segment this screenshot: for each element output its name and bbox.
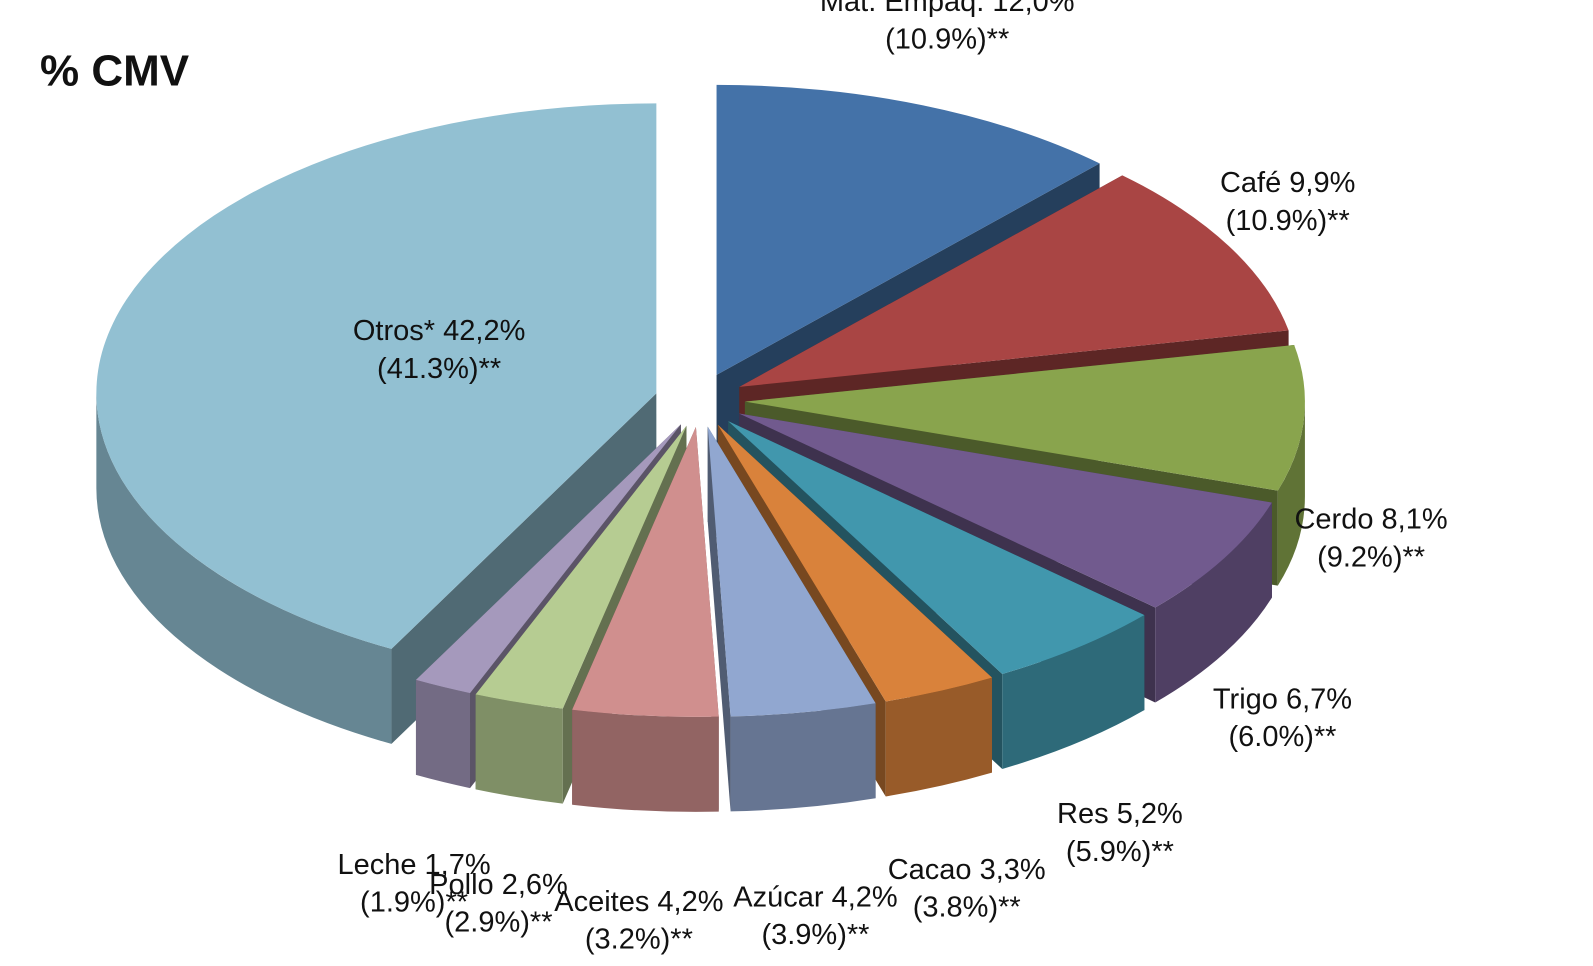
- value-label: 4,2%: [657, 885, 723, 917]
- slice-wall: [1277, 401, 1305, 586]
- data-label: Leche 1,7%: [337, 848, 490, 880]
- category-label: Cacao: [888, 854, 972, 886]
- slice-wall: [1155, 502, 1272, 703]
- category-label: Aceites: [554, 885, 649, 917]
- category-label: Res: [1057, 798, 1109, 830]
- category-label: Leche: [337, 848, 416, 880]
- category-label: Café: [1220, 167, 1281, 199]
- chart-title: % CMV: [40, 47, 190, 96]
- data-label: Aceites 4,2%: [554, 885, 723, 917]
- slice-wall: [96, 393, 392, 744]
- data-label: Pollo 2,6%: [429, 868, 568, 900]
- slice-wall: [475, 694, 563, 804]
- slice-top: [707, 426, 876, 717]
- slice-top: [738, 413, 1272, 608]
- slice-top: [415, 424, 681, 694]
- secondary-value-label: (6.0%)**: [1228, 721, 1336, 753]
- pie-slice: [707, 426, 876, 812]
- secondary-value-label: (41.3%)**: [377, 353, 501, 385]
- value-label: 5,2%: [1117, 798, 1183, 830]
- secondary-value-label: (5.9%)**: [1066, 836, 1174, 868]
- category-label: Azúcar: [733, 881, 824, 913]
- data-label: Trigo 6,7%: [1213, 683, 1352, 715]
- slice-top: [744, 345, 1305, 491]
- value-label: 2,6%: [502, 868, 568, 900]
- slice-wall: [1002, 615, 1145, 769]
- slice-side: [707, 426, 731, 812]
- secondary-value-label: (9.2%)**: [1317, 541, 1425, 573]
- slice-top: [96, 103, 657, 649]
- slice-wall: [885, 677, 993, 797]
- value-label: 9,9%: [1289, 167, 1355, 199]
- secondary-value-label: (3.2%)**: [585, 923, 693, 955]
- data-label: Cerdo 8,1%: [1294, 503, 1447, 535]
- slice-top: [475, 425, 687, 709]
- value-label: 12,0%: [992, 0, 1074, 18]
- value-label: 4,2%: [832, 881, 898, 913]
- value-label: 3,3%: [980, 854, 1046, 886]
- category-label: Otros*: [353, 315, 435, 347]
- value-label: 8,1%: [1382, 503, 1448, 535]
- secondary-value-label: (10.9%)**: [885, 24, 1009, 56]
- slice-wall: [730, 703, 876, 812]
- data-label: Cacao 3,3%: [888, 854, 1046, 886]
- slice-top: [717, 424, 993, 702]
- slice-wall: [572, 709, 719, 812]
- pie-slice: [572, 426, 719, 812]
- secondary-value-label: (1.9%)**: [360, 886, 468, 918]
- slice-top: [716, 84, 1100, 375]
- data-label: Otros* 42,2%: [353, 315, 525, 347]
- secondary-value-label: (3.9%)**: [761, 919, 869, 951]
- slice-wall: [415, 679, 471, 789]
- value-label: 6,7%: [1286, 683, 1352, 715]
- data-label: Mat. Empaq. 12,0%: [820, 0, 1075, 18]
- value-label: 42,2%: [443, 315, 525, 347]
- category-label: Mat. Empaq.: [820, 0, 984, 18]
- category-label: Cerdo: [1294, 503, 1373, 535]
- value-label: 1,7%: [425, 848, 491, 880]
- secondary-value-label: (2.9%)**: [445, 906, 553, 938]
- data-label: Azúcar 4,2%: [733, 881, 897, 913]
- category-label: Trigo: [1213, 683, 1278, 715]
- data-label: Res 5,2%: [1057, 798, 1183, 830]
- slice-top: [728, 421, 1145, 674]
- slice-top: [572, 426, 719, 717]
- data-label: Café 9,9%: [1220, 167, 1355, 199]
- slice-top: [739, 175, 1289, 387]
- secondary-value-label: (3.8%)**: [913, 892, 1021, 924]
- secondary-value-label: (10.9%)**: [1226, 205, 1350, 237]
- category-label: Pollo: [429, 868, 494, 900]
